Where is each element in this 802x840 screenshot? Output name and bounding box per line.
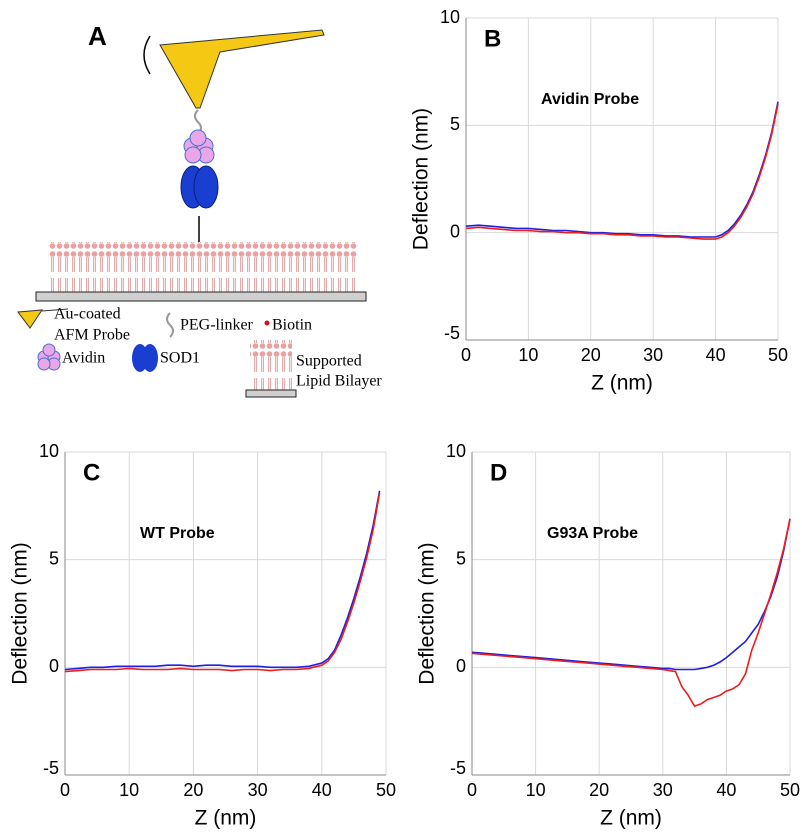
- y-tick-label: 0: [456, 656, 466, 676]
- y-tick-label: 5: [450, 114, 460, 134]
- linker-icon: [166, 312, 174, 338]
- y-tick-label: -5: [43, 758, 59, 778]
- data-line: [64, 492, 381, 673]
- panel-label: C: [83, 459, 100, 486]
- y-tick-label: -5: [444, 323, 460, 343]
- x-tick-label: 50: [376, 780, 396, 800]
- x-axis-label: Z (nm): [195, 807, 257, 830]
- x-tick-label: 40: [716, 780, 736, 800]
- panel-label: A: [88, 21, 107, 51]
- arrow: [143, 35, 151, 75]
- y-tick-label: 0: [49, 656, 59, 676]
- sod1-icon: [142, 344, 158, 372]
- legend-text: SOD1: [160, 350, 200, 367]
- panel-label: D: [490, 459, 507, 486]
- x-tick-label: 10: [518, 345, 538, 365]
- legend-text: Au-coated: [54, 306, 121, 323]
- y-tick-label: 5: [49, 548, 59, 568]
- y-axis-label: Deflection (nm): [410, 108, 433, 250]
- x-tick-label: 0: [461, 345, 471, 365]
- data-line: [465, 103, 779, 240]
- probe-icon: [41, 308, 69, 312]
- y-tick-label: 5: [456, 548, 466, 568]
- legend-text: Avidin: [62, 350, 105, 367]
- biotin-icon: [264, 320, 270, 326]
- x-axis-label: Z (nm): [600, 807, 662, 830]
- legend-text: AFM Probe: [54, 327, 130, 344]
- avidin-icon: [183, 129, 215, 164]
- x-tick-label: 20: [581, 345, 601, 365]
- y-tick-label: -5: [450, 758, 466, 778]
- y-axis-label: Deflection (nm): [9, 542, 32, 684]
- x-tick-label: 10: [119, 780, 139, 800]
- x-tick-label: 40: [312, 780, 332, 800]
- panel-a: A Au-coated AFM Probe PEG-linker Biotin …: [17, 21, 382, 398]
- data-line: [471, 518, 791, 671]
- x-tick-label: 0: [60, 780, 70, 800]
- x-tick-label: 20: [589, 780, 609, 800]
- chart-title: Avidin Probe: [541, 91, 639, 108]
- panel-label: B: [484, 25, 501, 52]
- chart-title: WT Probe: [140, 525, 215, 542]
- sod1-icon: [193, 165, 219, 209]
- y-tick-label: 10: [446, 441, 466, 461]
- y-tick-label: 0: [450, 221, 460, 241]
- x-tick-label: 30: [643, 345, 663, 365]
- avidin-icon: [37, 343, 61, 371]
- x-axis-label: Z (nm): [591, 372, 653, 395]
- probe-icon: [17, 309, 43, 329]
- legend-text: Lipid Bilayer: [296, 373, 382, 390]
- support-icon: [245, 389, 297, 398]
- x-tick-label: 0: [467, 780, 477, 800]
- y-tick-label: 10: [39, 441, 59, 461]
- bilayer-icon: [250, 340, 292, 390]
- x-tick-label: 50: [780, 780, 800, 800]
- chart-title: G93A Probe: [547, 525, 638, 542]
- legend-text: Supported: [296, 353, 362, 370]
- legend-text: Biotin: [272, 317, 312, 334]
- lipid-bilayer: [48, 242, 358, 292]
- x-tick-label: 40: [706, 345, 726, 365]
- x-tick-label: 30: [653, 780, 673, 800]
- legend-text: PEG-linker: [180, 317, 254, 334]
- support: [35, 291, 367, 302]
- afm-probe: [159, 29, 325, 109]
- x-tick-label: 10: [526, 780, 546, 800]
- x-tick-label: 50: [768, 345, 788, 365]
- y-tick-label: 10: [440, 7, 460, 27]
- data-line: [471, 518, 791, 708]
- data-line: [64, 490, 381, 671]
- data-line: [465, 101, 779, 238]
- x-tick-label: 20: [183, 780, 203, 800]
- x-tick-label: 30: [248, 780, 268, 800]
- y-axis-label: Deflection (nm): [416, 542, 439, 684]
